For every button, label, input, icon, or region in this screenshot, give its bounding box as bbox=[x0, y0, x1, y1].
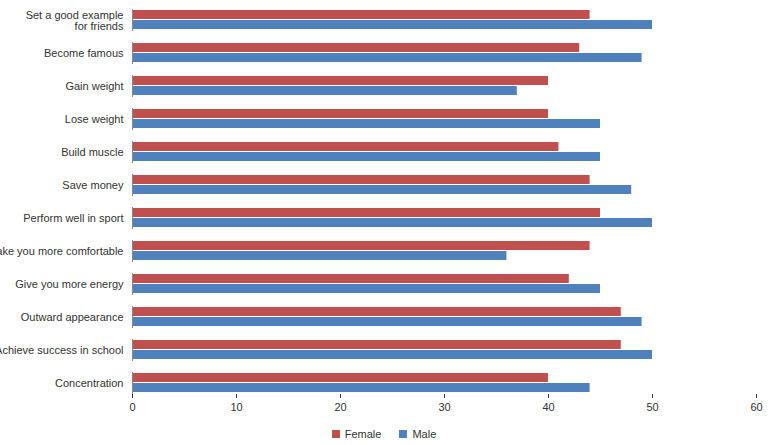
html-text:Female: Female bbox=[344, 428, 382, 440]
svg-text:Achieve success in school: Achieve success in school bbox=[0, 344, 124, 356]
svg-text:20: 20 bbox=[334, 401, 346, 413]
svg-text:Build muscle: Build muscle bbox=[61, 146, 123, 158]
svg-text:Become famous: Become famous bbox=[44, 47, 124, 59]
svg-text:10: 10 bbox=[230, 401, 242, 413]
svg-text:40: 40 bbox=[542, 401, 554, 413]
svg-text:Save money: Save money bbox=[62, 179, 124, 191]
svg-text:Concentration: Concentration bbox=[55, 377, 124, 389]
svg-text:0: 0 bbox=[129, 401, 135, 413]
svg-text:Outward appearance: Outward appearance bbox=[21, 311, 124, 323]
svg-text:Perform well in sport: Perform well in sport bbox=[23, 212, 123, 224]
svg-text:60: 60 bbox=[750, 401, 762, 413]
svg-text:Make you more comfortable: Make you more comfortable bbox=[0, 245, 124, 257]
html-text:Male: Male bbox=[412, 428, 437, 440]
svg-text:50: 50 bbox=[646, 401, 658, 413]
svg-text:Give you more energy: Give you more energy bbox=[15, 278, 124, 290]
svg-text:30: 30 bbox=[438, 401, 450, 413]
svg-text:Gain weight: Gain weight bbox=[65, 80, 123, 92]
svg-text:Lose weight: Lose weight bbox=[65, 113, 124, 125]
svg-text:Set a good examplefor friends: Set a good examplefor friends bbox=[26, 9, 124, 32]
